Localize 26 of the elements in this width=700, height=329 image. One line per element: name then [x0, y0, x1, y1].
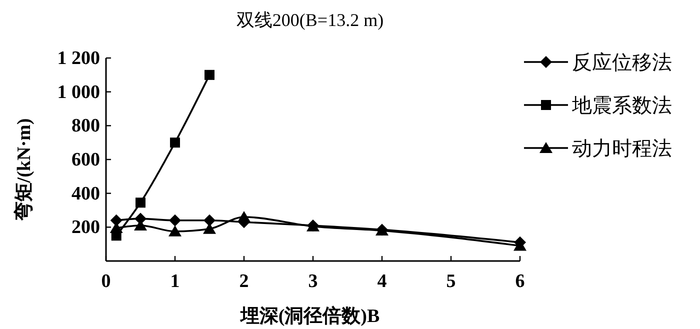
x-tick-label: 0	[101, 271, 111, 292]
point	[204, 70, 214, 80]
point	[136, 198, 146, 208]
point	[168, 225, 182, 236]
y-tick-label: 400	[72, 183, 100, 204]
y-tick-label: 600	[72, 150, 100, 170]
x-axis-title: 埋深(洞径倍数)B	[239, 305, 380, 327]
chart-title: 双线200(B=13.2 m)	[236, 10, 384, 30]
y-tick-label: 1 000	[57, 82, 100, 103]
y-tick-label: 1 200	[57, 48, 100, 69]
point	[169, 214, 181, 226]
point	[238, 211, 250, 222]
x-tick-label: 5	[446, 271, 456, 292]
y-tick-label: 800	[72, 116, 100, 137]
y-tick-label: 200	[72, 217, 100, 238]
x-tick-label: 1	[170, 271, 180, 292]
point	[204, 214, 216, 226]
legend-label: 动力时程法	[572, 138, 672, 160]
legend-label: 反应位移法	[572, 52, 672, 74]
x-tick-label: 4	[377, 271, 388, 292]
legend-label: 地震系数法	[571, 95, 672, 117]
y-axis-title: 弯矩/(kN·m)	[13, 118, 35, 222]
x-tick-label: 6	[515, 271, 525, 292]
point	[170, 138, 180, 148]
x-tick-label: 2	[239, 271, 249, 292]
x-tick-label: 3	[308, 271, 318, 292]
